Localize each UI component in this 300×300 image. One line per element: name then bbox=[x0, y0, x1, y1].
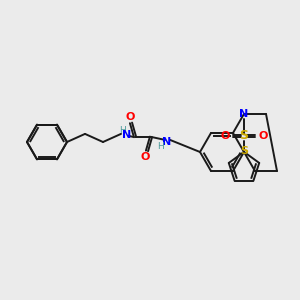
Text: O: O bbox=[125, 112, 135, 122]
Text: H: H bbox=[120, 126, 126, 135]
Text: S: S bbox=[240, 146, 248, 156]
Text: O: O bbox=[258, 131, 268, 141]
Text: O: O bbox=[220, 131, 230, 141]
Text: O: O bbox=[140, 152, 150, 162]
Text: S: S bbox=[239, 129, 248, 142]
Text: N: N bbox=[239, 109, 249, 119]
Text: H: H bbox=[158, 142, 164, 152]
Text: N: N bbox=[122, 130, 132, 140]
Text: N: N bbox=[162, 137, 172, 147]
